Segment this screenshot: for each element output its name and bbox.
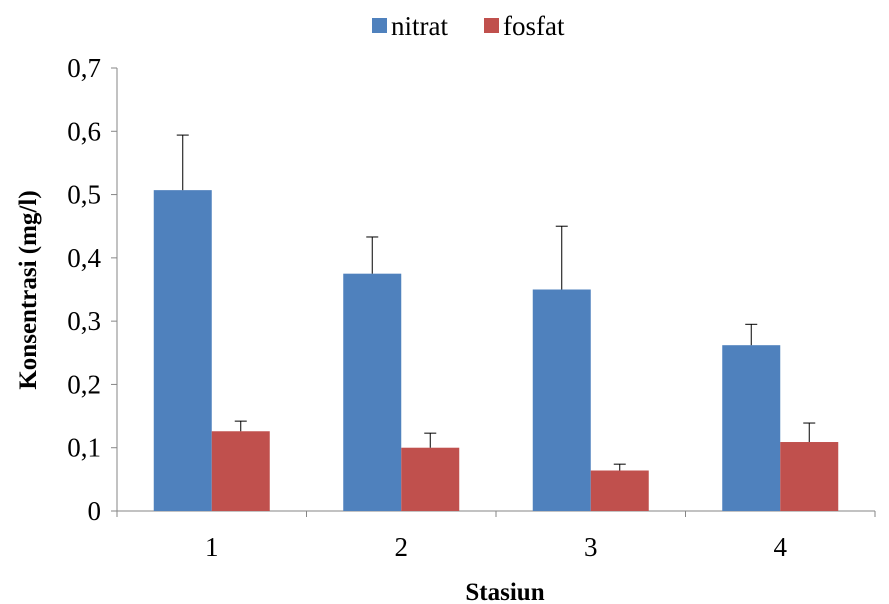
bar-fosfat-1	[211, 431, 270, 511]
bar-nitrat-3	[532, 289, 591, 511]
x-tick-label: 2	[395, 532, 409, 562]
y-tick-label: 0,7	[67, 53, 101, 83]
y-tick-label: 0,5	[67, 180, 101, 210]
bar-nitrat-2	[343, 273, 402, 511]
bar-nitrat-4	[722, 345, 781, 511]
bar-fosfat-4	[780, 442, 839, 511]
y-tick-label: 0,1	[67, 433, 101, 463]
y-tick-label: 0,2	[67, 369, 101, 399]
bars	[153, 190, 839, 512]
x-axis-title: Stasiun	[465, 579, 544, 604]
x-tick-label: 4	[774, 532, 788, 562]
error-bars	[176, 134, 816, 471]
y-tick-label: 0,4	[67, 243, 101, 273]
y-tick-label: 0,3	[67, 306, 101, 336]
y-axis-title: Konsentrasi (mg/l)	[15, 190, 42, 389]
bar-fosfat-3	[590, 470, 649, 511]
bar-nitrat-1	[153, 190, 212, 512]
legend-swatch-nitrat	[372, 18, 387, 33]
bar-fosfat-2	[401, 447, 460, 511]
legend: nitrat fosfat	[372, 11, 565, 41]
legend-label-nitrat: nitrat	[391, 11, 448, 41]
x-axis: 1 2 3 4	[116, 510, 876, 562]
legend-swatch-fosfat	[484, 18, 499, 33]
x-tick-label: 1	[205, 532, 219, 562]
y-axis: 0 0,1 0,2 0,3 0,4 0,5 0,6 0,7	[67, 53, 118, 526]
y-tick-label: 0,6	[67, 116, 101, 146]
y-tick-label: 0	[88, 496, 102, 526]
x-tick-label: 3	[584, 532, 598, 562]
legend-label-fosfat: fosfat	[503, 11, 565, 41]
